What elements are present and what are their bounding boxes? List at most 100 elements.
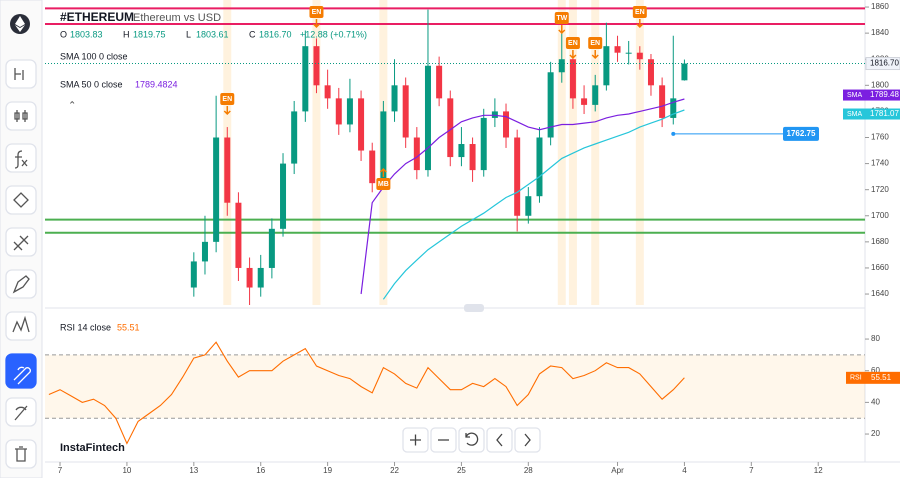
- candle-body: [190, 261, 197, 288]
- tool-button[interactable]: [5, 143, 37, 173]
- reset-icon: [465, 432, 479, 446]
- y-tick-label: 1800: [871, 80, 889, 89]
- y-tick-label: 1700: [871, 211, 889, 220]
- tool-button-active[interactable]: [5, 353, 37, 389]
- event-badge[interactable]: [376, 178, 391, 190]
- main-pane: [45, 0, 865, 305]
- rsi-tag-name: RSI: [850, 375, 862, 382]
- event-band: [557, 0, 566, 305]
- ohlc-value: 1803.83: [70, 29, 103, 39]
- event-badge[interactable]: [632, 6, 647, 18]
- event-label: EN: [590, 40, 600, 47]
- rsi-tag-value: 55.51: [871, 373, 892, 382]
- x-tick-label: 12: [814, 466, 823, 475]
- rsi-y-tick-label: 40: [871, 397, 880, 406]
- tool-icon: [14, 68, 24, 80]
- x-tick-label: 25: [457, 466, 466, 475]
- candle-body: [569, 59, 576, 99]
- event-badge[interactable]: [309, 6, 324, 18]
- sma-tag: [843, 108, 900, 120]
- scroll-left-icon: [496, 433, 503, 447]
- rsi-pane: [45, 341, 865, 445]
- event-badge[interactable]: [588, 37, 603, 49]
- y-tick-label: 1860: [871, 2, 889, 11]
- x-tick-label: 13: [189, 466, 198, 475]
- tool-icon: [12, 275, 30, 294]
- tool-icon: [14, 405, 28, 421]
- tool-button[interactable]: [5, 227, 37, 257]
- candle-body: [592, 85, 599, 105]
- candle-body: [313, 46, 320, 86]
- last-price-tag: [865, 57, 900, 71]
- ohlc-key: O: [60, 29, 67, 39]
- rsi-band-fill: [45, 354, 865, 419]
- event-arrow: [636, 19, 644, 29]
- scroll-right-button[interactable]: [514, 427, 541, 453]
- candle-body: [246, 267, 253, 288]
- last-price-label: 1816.70: [870, 59, 899, 68]
- candle-body: [324, 85, 331, 99]
- candle-body: [436, 65, 443, 99]
- candle-body: [201, 241, 208, 262]
- ohlc-value: 1819.75: [133, 29, 166, 39]
- x-tick-label: 16: [256, 466, 265, 475]
- event-arrow: [379, 167, 387, 177]
- sma-tag-value: 1781.07: [870, 109, 899, 118]
- x-tick-label: 19: [323, 466, 332, 475]
- watermark: InstaFintech: [60, 442, 125, 454]
- candle-body: [614, 46, 621, 53]
- reset-button[interactable]: [458, 427, 485, 453]
- rsi-y-tick-label: 20: [871, 429, 880, 438]
- event-arrow: [569, 50, 577, 60]
- sma-tag-name: SMA: [847, 92, 863, 99]
- y-tick-label: 1720: [871, 185, 889, 194]
- tool-button[interactable]: [5, 101, 37, 131]
- rsi-legend-value: 55.51: [117, 322, 140, 332]
- tool-button[interactable]: [5, 185, 37, 215]
- scroll-left-button[interactable]: [486, 427, 513, 453]
- tool-button[interactable]: [5, 269, 37, 299]
- event-label: MB: [378, 181, 389, 188]
- sma-tag-value: 1789.48: [870, 90, 899, 99]
- ohlc-key: H: [123, 29, 130, 39]
- marker-tag[interactable]: [783, 126, 819, 141]
- ohlc-key: L: [186, 29, 191, 39]
- change-label: +12.88 (+0.71%): [300, 29, 367, 39]
- candle-body: [280, 163, 287, 229]
- tool-button[interactable]: [5, 397, 37, 427]
- x-tick-label: 7: [749, 466, 754, 475]
- indicator-legend-value: 1789.4824: [135, 79, 178, 89]
- tool-icon: [13, 235, 29, 251]
- candle-body: [369, 150, 376, 184]
- x-tick-label: 10: [122, 466, 131, 475]
- candle-body: [547, 72, 554, 138]
- sma-tag-name: SMA: [847, 111, 863, 118]
- event-band: [591, 0, 600, 305]
- event-badge[interactable]: [554, 12, 569, 24]
- tool-icon: [13, 366, 31, 385]
- pane-resize-handle[interactable]: [464, 304, 484, 312]
- tool-button[interactable]: [5, 439, 37, 469]
- candle-body: [424, 65, 431, 171]
- candle-body: [268, 228, 275, 268]
- event-badge[interactable]: [220, 93, 235, 105]
- symbol-title: #ETHEREUM: [60, 10, 134, 24]
- tool-button[interactable]: [5, 311, 37, 341]
- event-arrow: [558, 25, 566, 35]
- event-band: [635, 0, 644, 305]
- series-line: [360, 98, 685, 295]
- x-tick-label: 7: [58, 466, 63, 475]
- candle-body: [213, 137, 220, 242]
- ohlc-value: 1803.61: [196, 29, 229, 39]
- candle-body: [224, 137, 231, 203]
- x-tick-label: Apr: [611, 466, 624, 475]
- event-badge[interactable]: [565, 37, 580, 49]
- event-band: [312, 0, 321, 305]
- marker-dot: [671, 131, 676, 136]
- tool-icon: [14, 150, 28, 169]
- collapse-legend[interactable]: ⌃: [68, 101, 76, 112]
- candle-body: [625, 52, 632, 54]
- overlay: #ETHEREUM Ethereum vs USD ⌃ EN EN MB TW EN EN…: [60, 6, 647, 454]
